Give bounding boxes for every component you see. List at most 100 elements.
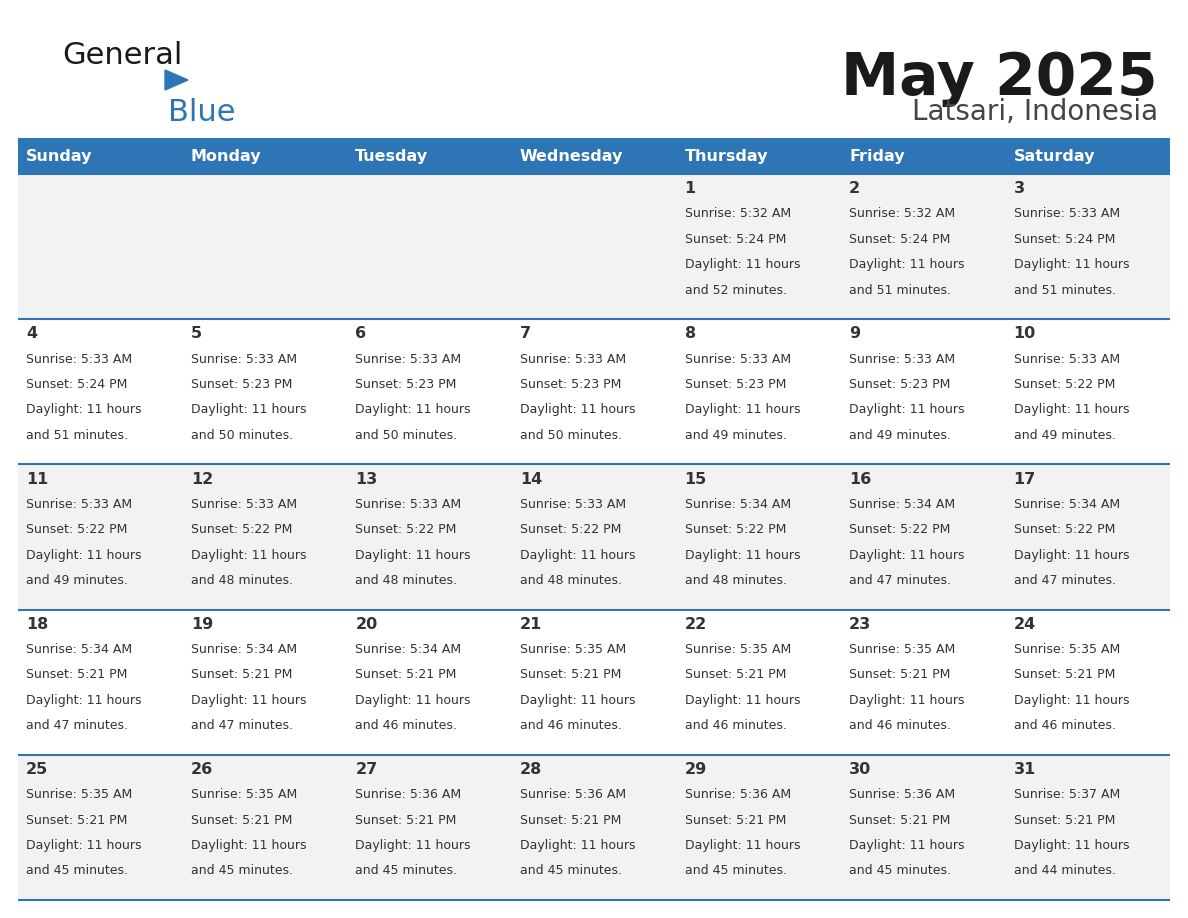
Text: and 46 minutes.: and 46 minutes.	[355, 719, 457, 733]
Bar	[183, 465, 347, 610]
Text: Daylight: 11 hours: Daylight: 11 hours	[191, 694, 307, 707]
Text: 22: 22	[684, 617, 707, 632]
Text: Sunrise: 5:34 AM: Sunrise: 5:34 AM	[355, 643, 461, 656]
Text: 1: 1	[684, 181, 696, 196]
Text: General: General	[62, 41, 183, 70]
Text: 20: 20	[355, 617, 378, 632]
Bar	[183, 610, 347, 755]
Text: Daylight: 11 hours: Daylight: 11 hours	[520, 839, 636, 852]
Text: Daylight: 11 hours: Daylight: 11 hours	[191, 839, 307, 852]
Text: Sunset: 5:22 PM: Sunset: 5:22 PM	[520, 523, 621, 536]
Text: Sunrise: 5:37 AM: Sunrise: 5:37 AM	[1013, 789, 1120, 801]
Text: Daylight: 11 hours: Daylight: 11 hours	[1013, 549, 1129, 562]
Text: and 46 minutes.: and 46 minutes.	[684, 719, 786, 733]
Text: Sunset: 5:22 PM: Sunset: 5:22 PM	[1013, 378, 1116, 391]
Text: and 50 minutes.: and 50 minutes.	[355, 429, 457, 442]
Text: Daylight: 11 hours: Daylight: 11 hours	[1013, 403, 1129, 417]
Text: Sunset: 5:21 PM: Sunset: 5:21 PM	[191, 668, 292, 681]
Text: Saturday: Saturday	[1013, 149, 1095, 163]
Bar	[676, 138, 841, 174]
Bar	[512, 755, 676, 900]
Text: and 45 minutes.: and 45 minutes.	[26, 865, 128, 878]
Text: 5: 5	[191, 327, 202, 341]
Text: Sunrise: 5:36 AM: Sunrise: 5:36 AM	[520, 789, 626, 801]
Text: Sunrise: 5:34 AM: Sunrise: 5:34 AM	[684, 498, 791, 510]
Text: 8: 8	[684, 327, 696, 341]
Text: Blue: Blue	[168, 98, 235, 127]
Text: 2: 2	[849, 181, 860, 196]
Text: Daylight: 11 hours: Daylight: 11 hours	[1013, 258, 1129, 271]
Text: Daylight: 11 hours: Daylight: 11 hours	[684, 839, 800, 852]
Text: Sunrise: 5:36 AM: Sunrise: 5:36 AM	[684, 789, 791, 801]
Text: Sunset: 5:21 PM: Sunset: 5:21 PM	[26, 668, 127, 681]
Polygon shape	[165, 70, 188, 90]
Text: and 48 minutes.: and 48 minutes.	[191, 574, 292, 587]
Bar	[347, 465, 512, 610]
Text: 9: 9	[849, 327, 860, 341]
Bar	[512, 138, 676, 174]
Bar	[347, 610, 512, 755]
Bar	[18, 174, 183, 319]
Text: Thursday: Thursday	[684, 149, 767, 163]
Text: Sunset: 5:24 PM: Sunset: 5:24 PM	[1013, 233, 1116, 246]
Text: Sunset: 5:24 PM: Sunset: 5:24 PM	[684, 233, 786, 246]
Text: Sunset: 5:21 PM: Sunset: 5:21 PM	[520, 813, 621, 826]
Text: Sunrise: 5:34 AM: Sunrise: 5:34 AM	[26, 643, 132, 656]
Text: and 47 minutes.: and 47 minutes.	[191, 719, 292, 733]
Bar	[676, 319, 841, 465]
Bar	[347, 319, 512, 465]
Bar	[347, 174, 512, 319]
Text: Sunset: 5:21 PM: Sunset: 5:21 PM	[849, 813, 950, 826]
Text: 21: 21	[520, 617, 542, 632]
Text: Sunset: 5:23 PM: Sunset: 5:23 PM	[191, 378, 292, 391]
Text: Friday: Friday	[849, 149, 905, 163]
Text: Sunrise: 5:33 AM: Sunrise: 5:33 AM	[1013, 353, 1120, 365]
Text: Sunset: 5:22 PM: Sunset: 5:22 PM	[684, 523, 786, 536]
Bar	[18, 465, 183, 610]
Text: 3: 3	[1013, 181, 1025, 196]
Text: Sunrise: 5:35 AM: Sunrise: 5:35 AM	[26, 789, 133, 801]
Text: 16: 16	[849, 472, 871, 487]
Text: Monday: Monday	[191, 149, 261, 163]
Bar	[1005, 465, 1170, 610]
Text: and 46 minutes.: and 46 minutes.	[849, 719, 950, 733]
Text: Sunrise: 5:33 AM: Sunrise: 5:33 AM	[355, 353, 461, 365]
Text: and 45 minutes.: and 45 minutes.	[520, 865, 623, 878]
Text: 12: 12	[191, 472, 213, 487]
Bar	[676, 755, 841, 900]
Text: 6: 6	[355, 327, 366, 341]
Text: Daylight: 11 hours: Daylight: 11 hours	[191, 549, 307, 562]
Text: Sunrise: 5:34 AM: Sunrise: 5:34 AM	[1013, 498, 1120, 510]
Text: 11: 11	[26, 472, 49, 487]
Text: 30: 30	[849, 762, 871, 777]
Text: Daylight: 11 hours: Daylight: 11 hours	[191, 403, 307, 417]
Text: and 44 minutes.: and 44 minutes.	[1013, 865, 1116, 878]
Text: Sunrise: 5:33 AM: Sunrise: 5:33 AM	[1013, 207, 1120, 220]
Bar	[512, 174, 676, 319]
Text: Daylight: 11 hours: Daylight: 11 hours	[355, 694, 470, 707]
Text: Daylight: 11 hours: Daylight: 11 hours	[26, 839, 141, 852]
Text: Daylight: 11 hours: Daylight: 11 hours	[849, 403, 965, 417]
Text: 31: 31	[1013, 762, 1036, 777]
Text: and 51 minutes.: and 51 minutes.	[26, 429, 128, 442]
Bar	[1005, 319, 1170, 465]
Bar	[841, 174, 1005, 319]
Text: and 45 minutes.: and 45 minutes.	[849, 865, 952, 878]
Text: Daylight: 11 hours: Daylight: 11 hours	[520, 549, 636, 562]
Text: Sunset: 5:22 PM: Sunset: 5:22 PM	[355, 523, 456, 536]
Text: and 45 minutes.: and 45 minutes.	[355, 865, 457, 878]
Text: Daylight: 11 hours: Daylight: 11 hours	[26, 694, 141, 707]
Bar	[1005, 138, 1170, 174]
Text: Sunday: Sunday	[26, 149, 93, 163]
Text: Sunrise: 5:33 AM: Sunrise: 5:33 AM	[355, 498, 461, 510]
Text: Sunset: 5:21 PM: Sunset: 5:21 PM	[684, 668, 786, 681]
Text: Sunset: 5:24 PM: Sunset: 5:24 PM	[849, 233, 950, 246]
Text: Daylight: 11 hours: Daylight: 11 hours	[849, 839, 965, 852]
Text: and 48 minutes.: and 48 minutes.	[684, 574, 786, 587]
Text: Sunrise: 5:35 AM: Sunrise: 5:35 AM	[684, 643, 791, 656]
Text: and 47 minutes.: and 47 minutes.	[1013, 574, 1116, 587]
Text: Sunrise: 5:34 AM: Sunrise: 5:34 AM	[191, 643, 297, 656]
Bar	[183, 174, 347, 319]
Text: and 49 minutes.: and 49 minutes.	[849, 429, 950, 442]
Text: 29: 29	[684, 762, 707, 777]
